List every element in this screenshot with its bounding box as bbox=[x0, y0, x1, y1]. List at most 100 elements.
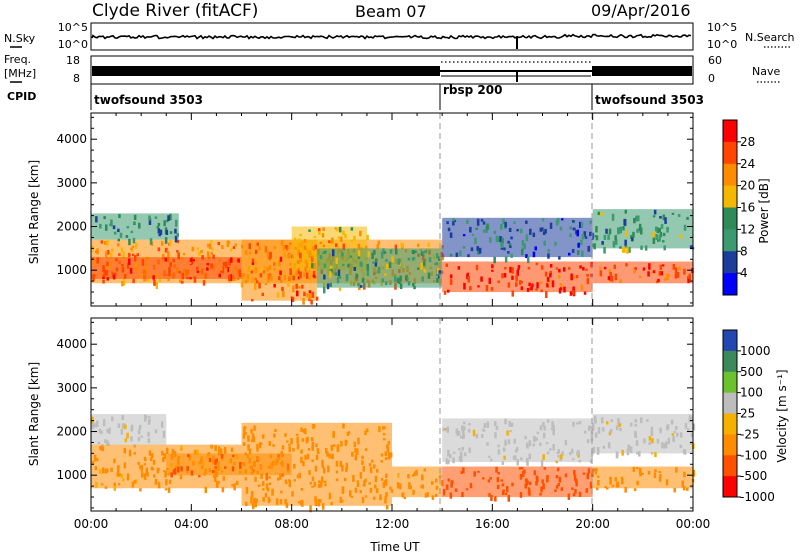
power-ytick-label: 2000 bbox=[56, 220, 87, 234]
power-cell bbox=[276, 258, 279, 262]
vel-cell bbox=[431, 495, 435, 500]
power-cell bbox=[652, 215, 656, 218]
vel-cell bbox=[242, 442, 246, 446]
power-cell bbox=[336, 276, 340, 284]
power-cell bbox=[652, 270, 656, 274]
vel-cell bbox=[161, 450, 164, 456]
power-cell bbox=[133, 221, 136, 225]
power-cell bbox=[640, 245, 643, 250]
vel-cell bbox=[661, 442, 664, 449]
vel-cell bbox=[102, 419, 106, 427]
power-cbar-tick-label: 16 bbox=[740, 201, 755, 215]
vel-cell bbox=[571, 487, 574, 490]
vel-cell bbox=[345, 467, 348, 472]
power-cell bbox=[229, 280, 232, 283]
vel-cell bbox=[446, 426, 450, 433]
power-cell bbox=[449, 253, 453, 257]
power-cell bbox=[111, 272, 115, 278]
vel-cell bbox=[148, 416, 151, 419]
vel-cell bbox=[596, 475, 600, 478]
vel-cell bbox=[233, 483, 236, 491]
vel-cell bbox=[354, 454, 358, 461]
power-cell bbox=[497, 281, 500, 283]
vel-cell bbox=[106, 429, 109, 433]
vel-cell bbox=[539, 492, 542, 496]
vel-cell bbox=[653, 472, 657, 478]
vel-cell bbox=[380, 453, 384, 457]
power-cell bbox=[571, 249, 575, 253]
vel-cell bbox=[180, 445, 183, 450]
vel-cell bbox=[431, 481, 434, 485]
vel-cbar-swatch bbox=[723, 350, 737, 373]
vel-cell bbox=[137, 436, 141, 442]
vel-cell bbox=[110, 467, 113, 472]
vel-cell bbox=[648, 441, 651, 445]
power-region-7 bbox=[442, 217, 593, 258]
vel-cell bbox=[380, 478, 384, 481]
vel-cell bbox=[688, 418, 691, 423]
power-cell bbox=[196, 270, 200, 273]
power-cbar-swatch bbox=[723, 163, 737, 187]
power-cell bbox=[375, 258, 378, 263]
vel-cell bbox=[489, 477, 492, 480]
vel-cell bbox=[361, 455, 364, 460]
power-cell bbox=[376, 244, 379, 249]
vel-cell bbox=[302, 461, 305, 467]
nave-right-tick-top: 60 bbox=[708, 54, 722, 67]
power-cell bbox=[200, 250, 203, 254]
power-cbar-swatch bbox=[723, 251, 737, 274]
vel-cell bbox=[330, 444, 334, 451]
power-cell bbox=[210, 251, 214, 255]
power-cell bbox=[683, 224, 687, 231]
vel-cell bbox=[93, 454, 97, 462]
power-cell bbox=[582, 266, 585, 271]
vel-cell bbox=[460, 471, 463, 474]
vel-cell bbox=[300, 488, 304, 491]
vel-cbar-tick-label: -100 bbox=[740, 448, 767, 462]
vel-cell bbox=[550, 427, 554, 430]
power-cell bbox=[139, 273, 143, 278]
vel-cell bbox=[449, 492, 453, 499]
velocity-panel: 1000 2000 3000 4000 00:00 04:00 08:00 12:00 16:… bbox=[27, 317, 710, 531]
vel-cell bbox=[567, 493, 571, 500]
power-cell bbox=[687, 275, 690, 280]
power-cell bbox=[521, 249, 524, 256]
vel-cell bbox=[340, 441, 343, 447]
vel-cell bbox=[462, 429, 465, 434]
vel-cell bbox=[452, 451, 456, 454]
power-cell bbox=[206, 251, 210, 258]
power-cell bbox=[314, 244, 317, 250]
power-cell bbox=[624, 245, 628, 248]
power-cell bbox=[452, 218, 455, 223]
power-cell bbox=[504, 256, 508, 263]
power-cell bbox=[105, 224, 108, 231]
vel-cell bbox=[325, 447, 328, 454]
vel-cell bbox=[636, 451, 639, 455]
vel-cell bbox=[384, 498, 387, 504]
power-cell bbox=[610, 275, 614, 282]
vel-cell bbox=[666, 425, 669, 431]
vel-cell bbox=[501, 490, 505, 496]
vel-cell bbox=[633, 488, 637, 492]
vel-cell bbox=[574, 478, 578, 483]
vel-cell bbox=[196, 449, 199, 455]
power-cell bbox=[482, 229, 486, 233]
vel-cell bbox=[364, 430, 367, 436]
power-cell bbox=[295, 283, 298, 289]
power-cell bbox=[364, 245, 368, 249]
power-cell bbox=[111, 248, 114, 252]
vel-cell bbox=[561, 451, 564, 456]
power-cell bbox=[145, 265, 148, 271]
vel-cell bbox=[300, 456, 303, 464]
vel-cell bbox=[560, 487, 564, 491]
power-cbar-swatch bbox=[723, 207, 737, 230]
power-cell bbox=[291, 297, 295, 302]
vel-cell bbox=[341, 486, 345, 494]
vel-cell bbox=[504, 418, 507, 425]
vel-cell bbox=[501, 461, 505, 465]
vel-cell bbox=[93, 424, 96, 427]
power-cell bbox=[340, 236, 343, 242]
vel-cell bbox=[118, 473, 121, 477]
vel-cell bbox=[403, 496, 407, 500]
power-cell bbox=[394, 276, 397, 282]
